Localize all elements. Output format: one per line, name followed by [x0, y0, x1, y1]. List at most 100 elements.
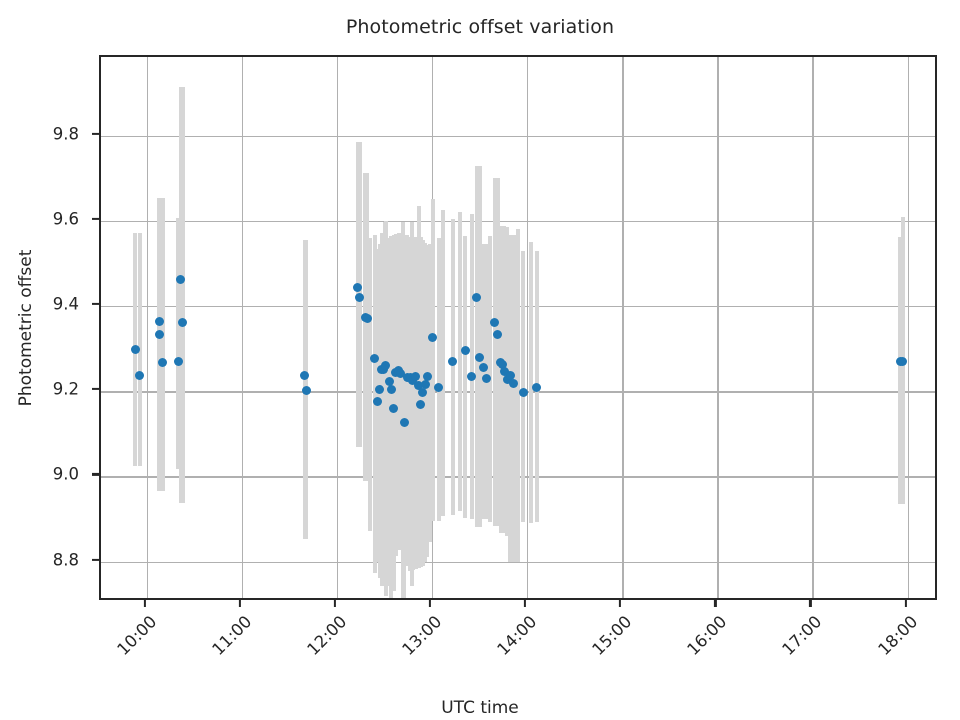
scatter-point — [434, 383, 444, 393]
x-tick-mark — [428, 600, 432, 607]
y-tick-mark — [92, 388, 99, 391]
y-tick-mark — [92, 132, 99, 135]
y-tick-label: 8.8 — [52, 550, 79, 570]
scatter-point — [898, 356, 908, 366]
scatter-point — [414, 381, 424, 391]
scatter-point — [154, 316, 164, 326]
error-bar — [474, 166, 479, 528]
x-tick-label: 14:00 — [493, 612, 541, 660]
error-bar — [492, 178, 497, 526]
scatter-point — [493, 329, 503, 339]
scatter-point — [384, 377, 394, 387]
error-bar — [495, 178, 500, 526]
x-tick-mark — [524, 600, 527, 607]
scatter-point — [420, 379, 430, 389]
error-bar — [413, 237, 418, 570]
error-bar — [436, 237, 441, 521]
y-tick-label: 9.4 — [52, 294, 79, 314]
chart-title: Photometric offset variation — [345, 16, 615, 38]
error-bar — [389, 235, 394, 598]
error-bar — [365, 173, 370, 481]
error-bar — [430, 198, 435, 521]
error-bar — [384, 220, 389, 596]
gridline-vertical — [241, 57, 244, 598]
gridline-vertical — [146, 57, 148, 598]
scatter-point — [135, 371, 145, 381]
scatter-point — [130, 344, 140, 354]
x-tick-mark — [238, 600, 241, 607]
scatter-point — [355, 293, 365, 303]
y-tick-label: 9.0 — [52, 464, 79, 484]
scatter-point — [178, 318, 188, 328]
x-tick-label: 16:00 — [683, 612, 731, 660]
scatter-point — [380, 361, 390, 371]
x-tick-label: 11:00 — [208, 612, 256, 660]
x-tick-label: 15:00 — [588, 612, 636, 660]
scatter-point — [505, 370, 515, 380]
error-bar — [160, 197, 165, 491]
x-tick-mark — [904, 600, 907, 607]
error-bar — [137, 232, 142, 467]
x-tick-mark — [809, 600, 812, 607]
error-bar — [521, 250, 526, 522]
plot-area[interactable] — [99, 55, 937, 600]
scatter-point — [478, 363, 488, 373]
gridline-horizontal — [101, 561, 935, 563]
scatter-point — [532, 383, 542, 393]
error-bar — [368, 237, 373, 531]
x-tick-mark — [143, 600, 146, 607]
scatter-point — [353, 283, 363, 293]
x-tick-label: 18:00 — [873, 612, 922, 660]
error-bar — [457, 211, 462, 512]
scatter-point — [411, 372, 421, 382]
error-bar — [528, 242, 533, 524]
error-bar — [477, 166, 482, 528]
gridline-horizontal — [101, 220, 935, 223]
y-tick-mark — [92, 217, 99, 221]
error-bar — [393, 233, 398, 557]
gridline-vertical — [812, 57, 814, 598]
scatter-point — [176, 275, 186, 285]
scatter-point — [509, 379, 519, 389]
y-tick-mark — [92, 558, 99, 561]
scatter-point — [448, 356, 458, 366]
scatter-point — [373, 397, 383, 407]
error-bar — [441, 210, 446, 517]
scatter-point — [379, 365, 388, 375]
gridline-vertical — [717, 57, 719, 598]
scatter-point — [467, 371, 477, 381]
scatter-point — [416, 399, 426, 409]
error-bar — [515, 229, 520, 562]
error-bar — [898, 237, 902, 505]
error-bar — [469, 214, 474, 519]
error-bar — [176, 217, 181, 469]
scatter-point — [301, 386, 311, 396]
scatter-point — [386, 385, 396, 395]
x-tick-label: 10:00 — [113, 612, 161, 660]
error-bar — [428, 244, 433, 542]
scatter-point — [475, 352, 485, 362]
scatter-point — [158, 357, 168, 367]
error-bar — [425, 244, 430, 558]
error-bar — [157, 197, 162, 491]
scatter-point — [518, 388, 528, 398]
y-tick-label: 9.8 — [52, 124, 79, 144]
x-tick-mark — [619, 600, 622, 607]
y-tick-mark — [92, 473, 99, 476]
y-tick-label: 9.6 — [52, 209, 79, 229]
scatter-point — [370, 353, 380, 363]
gridline-horizontal — [101, 135, 935, 138]
scatter-point — [497, 360, 507, 370]
gridline-vertical — [622, 57, 624, 598]
scatter-point — [490, 318, 500, 328]
y-tick-label: 9.2 — [52, 379, 79, 399]
scatter-point — [173, 357, 183, 367]
scatter-point — [300, 370, 310, 380]
error-bar — [410, 221, 415, 587]
scatter-point — [362, 313, 372, 323]
scatter-point — [375, 385, 385, 395]
scatter-point — [481, 374, 491, 384]
gridline-vertical — [336, 57, 339, 598]
gridline-vertical — [907, 57, 909, 598]
